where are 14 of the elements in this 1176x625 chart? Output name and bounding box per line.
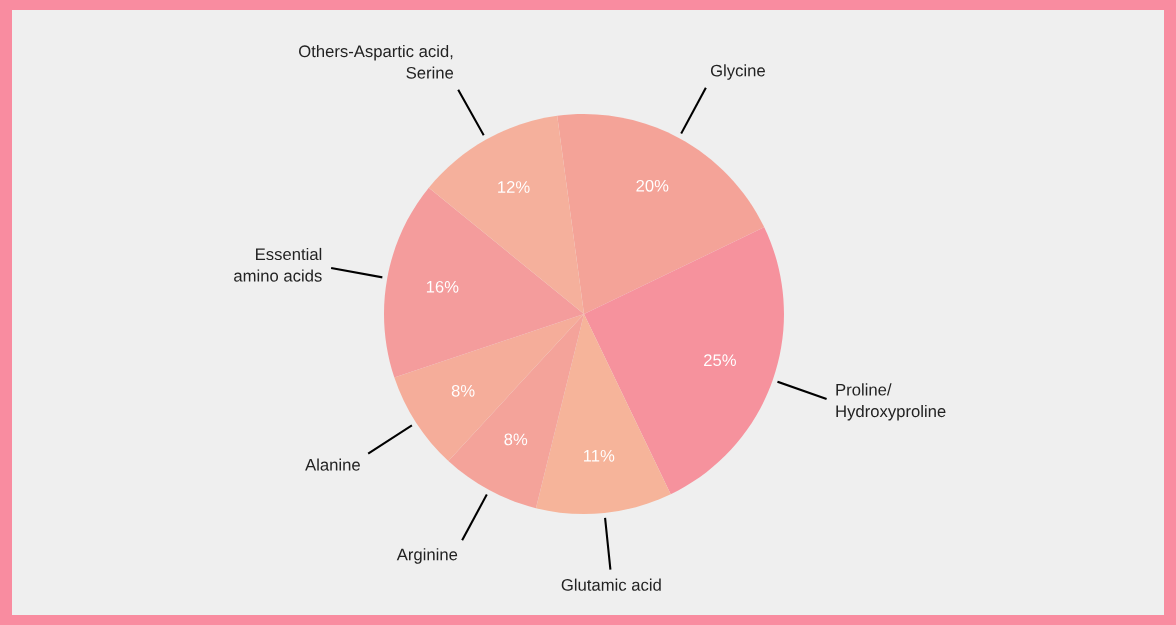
slice-label: Essential amino acids [234,247,322,282]
slice-label: Glycine [710,64,765,80]
slice-label: Others-Aspartic acid, Serine [299,44,454,79]
data-label: 20% [636,179,669,192]
data-label: 8% [504,433,528,446]
data-label: 11% [584,449,615,462]
slice-label: Proline/ Hydroxyproline [836,383,946,421]
slice-label: Arginine [396,548,458,564]
slice-label: Glutamic acid [561,578,661,591]
data-label: 16% [426,280,459,293]
slice-label: Alanine [305,458,360,471]
data-label: 25% [704,354,736,367]
data-label: 8% [451,384,475,397]
data-label: 12% [498,181,530,193]
